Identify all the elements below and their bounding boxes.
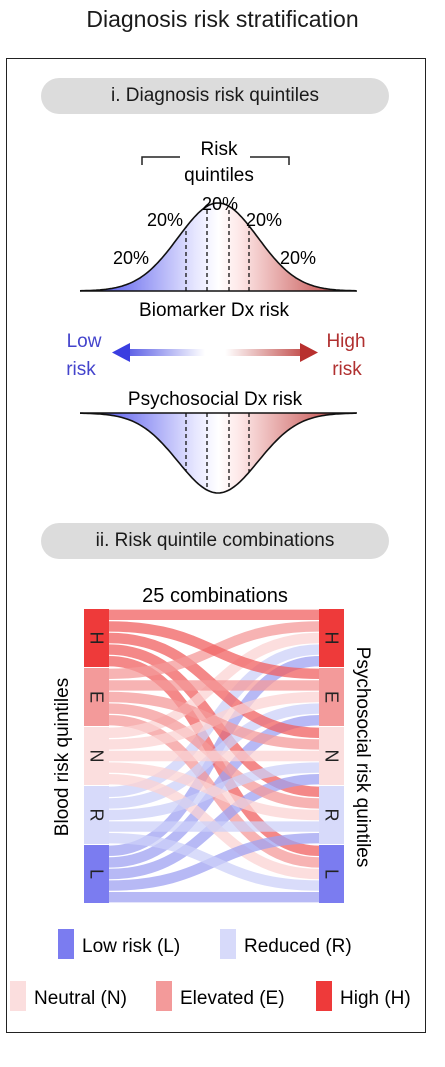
psychosocial-bar-R — [319, 786, 344, 844]
psychosocial-bar-label-H: H — [322, 632, 342, 645]
flow-E-N — [108, 691, 320, 750]
legend-label-low: Low risk (L) — [82, 936, 180, 957]
bottom-bell-fill — [80, 413, 357, 493]
flow-H-E — [108, 621, 320, 679]
psychosocial-bar-L — [319, 845, 344, 903]
legend-label-high: High (H) — [340, 988, 411, 1009]
top-bell-dividers — [185, 206, 250, 291]
blood-bar-label-E: E — [87, 691, 107, 703]
high-risk-label-line2: risk — [332, 359, 362, 380]
section-i-pill: i. Diagnosis risk quintiles — [41, 78, 389, 114]
pct-label-1: 20% — [113, 248, 149, 268]
biomarker-label: Biomarker Dx risk — [139, 300, 289, 321]
psychosocial-bar-label-E: E — [322, 691, 342, 703]
top-bell-outline — [79, 202, 357, 292]
risk-arrow-shaft — [126, 349, 304, 356]
legend-swatch-reduced — [220, 929, 236, 959]
section-ii-pill: ii. Risk quintile combinations — [41, 523, 389, 559]
legend-label-neutral: Neutral (N) — [34, 988, 127, 1009]
left-axis-label: Blood risk quintiles — [52, 678, 73, 836]
blood-bar-L — [84, 845, 109, 903]
pct-label-3: 20% — [202, 194, 238, 214]
blood-bar-N — [84, 727, 109, 785]
psychosocial-bar-label-N: N — [322, 750, 342, 763]
psychosocial-bar-label-R: R — [322, 809, 342, 822]
blood-bar-label-R: R — [87, 809, 107, 822]
pct-label-2: 20% — [147, 210, 183, 230]
psychosocial-bar-label-L: L — [322, 869, 342, 879]
psychosocial-bar-N — [319, 727, 344, 785]
legend-swatch-neutral — [10, 981, 26, 1011]
blood-bar-H — [84, 609, 109, 667]
blood-quintile-bars: H E N R L — [84, 609, 109, 903]
legend-swatch-low — [58, 929, 74, 959]
bottom-bell-outline — [80, 412, 356, 494]
psychosocial-quintile-bars: H E N R L — [319, 609, 344, 903]
blood-bar-E — [84, 668, 109, 726]
blood-bar-label-N: N — [87, 750, 107, 763]
flow-R-L — [108, 833, 320, 891]
low-risk-label-line2: risk — [66, 359, 96, 380]
high-risk-label-line1: High — [326, 331, 365, 352]
page-title: Diagnosis risk stratification — [86, 6, 359, 32]
psychosocial-bar-H — [319, 609, 344, 667]
legend-swatch-high — [316, 981, 332, 1011]
right-axis-label: Psychosocial risk quintiles — [352, 647, 373, 868]
psychosocial-label: Psychosocial Dx risk — [128, 389, 303, 410]
risk-arrow-right-head — [300, 343, 318, 362]
blood-bar-label-L: L — [87, 869, 107, 879]
blood-bar-R — [84, 786, 109, 844]
legend-label-reduced: Reduced (R) — [244, 936, 352, 957]
combinations-label: 25 combinations — [142, 585, 288, 607]
bracket-label-quintiles: quintiles — [184, 165, 254, 186]
quintiles-bracket — [141, 156, 290, 165]
legend-swatch-elevated — [156, 981, 172, 1011]
combination-flows — [108, 609, 320, 903]
pct-label-4: 20% — [246, 210, 282, 230]
pct-label-5: 20% — [280, 248, 316, 268]
flow-N-R — [108, 762, 320, 821]
bottom-bell-dividers — [185, 413, 250, 491]
psychosocial-bar-E — [319, 668, 344, 726]
blood-bar-label-H: H — [87, 632, 107, 645]
legend-label-elevated: Elevated (E) — [180, 988, 285, 1009]
figure-frame — [6, 58, 426, 1033]
risk-arrow-left-head — [112, 343, 130, 362]
bracket-label-risk: Risk — [201, 139, 238, 160]
low-risk-label-line1: Low — [67, 331, 102, 352]
